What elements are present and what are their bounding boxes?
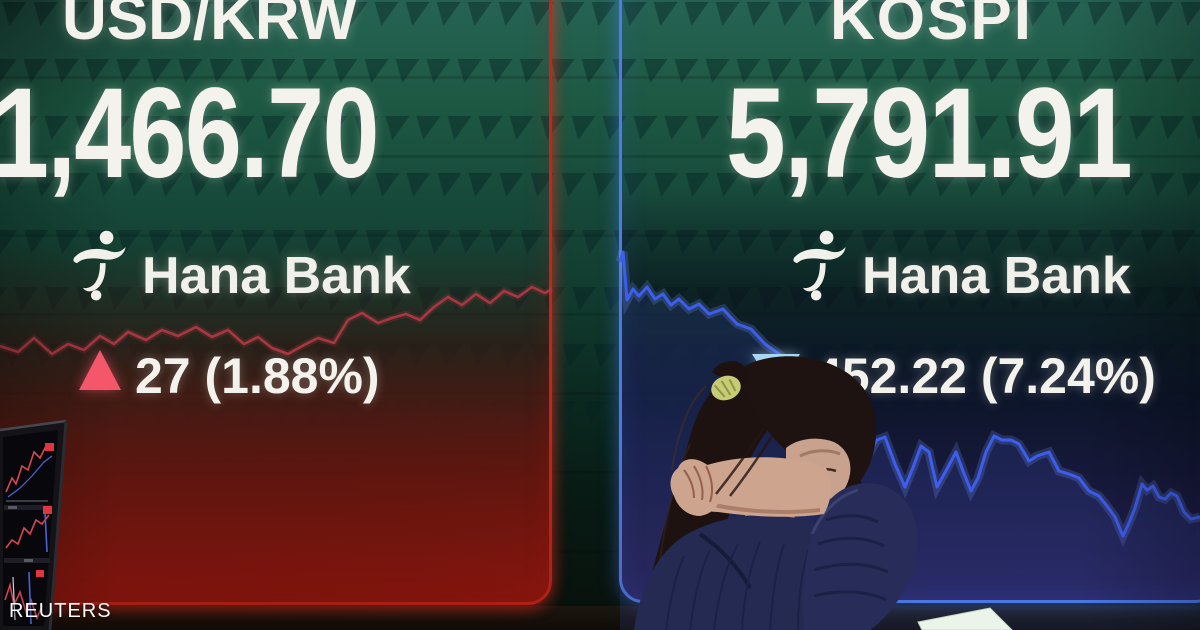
usdkrw-bank-row: Hana Bank [70,228,411,302]
kospi-change: 452.22 (7.24%) [814,348,1156,404]
usdkrw-change: 27 (1.88%) [135,348,380,404]
floor-strip [0,606,1200,630]
kospi-bank-row: Hana Bank [790,228,1131,302]
usdkrw-value: 1,466.70 [0,62,379,205]
kospi-change-row: 452.22 (7.24%) [752,346,1156,401]
up-triangle-icon [79,350,121,390]
usdkrw-title: USD/KRW [62,0,358,53]
kospi-value: 5,791.91 [726,62,1133,205]
hana-bank-logo-icon [73,230,126,301]
reuters-watermark: REUTERS [9,600,112,622]
hana-bank-logo-icon [793,230,846,301]
usdkrw-change-row: 27 (1.88%) [79,346,380,401]
usdkrw-bank-name: Hana Bank [142,247,411,305]
kospi-bank-name: Hana Bank [862,247,1131,305]
down-triangle-icon [752,354,800,392]
kospi-title: KOSPI [830,0,1033,53]
